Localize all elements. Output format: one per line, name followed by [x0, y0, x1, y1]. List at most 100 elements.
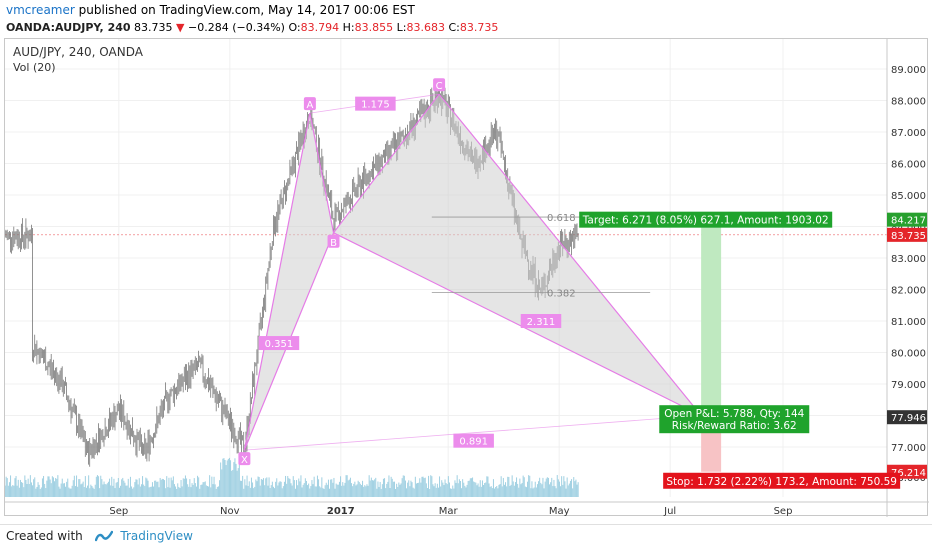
volume-bar: [203, 482, 205, 497]
volume-bar: [12, 485, 14, 497]
volume-bar: [35, 488, 37, 497]
volume-bar: [6, 478, 8, 497]
volume-bar: [360, 485, 362, 497]
volume-bar: [533, 487, 535, 497]
volume-bar: [465, 487, 467, 497]
volume-bar: [249, 487, 251, 497]
volume-bar: [254, 486, 256, 497]
volume-bar: [51, 476, 53, 497]
volume-bar: [118, 487, 120, 497]
volume-bar: [137, 484, 139, 497]
volume-bar: [529, 475, 531, 497]
volume-bar: [37, 482, 39, 497]
volume-bar: [530, 488, 532, 497]
volume-bar: [352, 486, 354, 497]
volume-bar: [226, 460, 228, 497]
volume-bar: [223, 458, 225, 497]
volume-bar: [159, 477, 161, 497]
volume-bar: [321, 477, 323, 497]
volume-bar: [232, 469, 234, 497]
volume-bar: [568, 483, 570, 497]
volume-bar: [436, 483, 438, 497]
close-label: C:: [448, 21, 460, 34]
volume-bar: [39, 488, 41, 497]
author-link[interactable]: vmcreamer: [6, 3, 75, 17]
volume-bar: [104, 484, 106, 497]
volume-bar: [556, 475, 558, 497]
y-tick-label: 88.000: [891, 97, 926, 108]
volume-bar: [477, 483, 479, 497]
volume-bar: [259, 485, 261, 497]
volume-bar: [555, 488, 557, 497]
volume-bar: [94, 484, 96, 497]
pattern-leg-bc: [333, 93, 440, 234]
volume-bar: [58, 486, 60, 497]
low-label: L:: [396, 21, 407, 34]
volume-bar: [17, 479, 19, 497]
fib-label: 0.382: [547, 289, 576, 300]
volume-bar: [545, 478, 547, 497]
volume-bar: [466, 484, 468, 497]
volume-bar: [256, 481, 258, 497]
volume-bar: [57, 475, 59, 497]
volume-bar: [577, 482, 579, 497]
volume-bar: [388, 475, 390, 497]
volume-bar: [55, 478, 57, 497]
volume-bar: [421, 476, 423, 497]
y-tick-label: 86.000: [891, 160, 926, 171]
y-tick-label: 80.000: [891, 349, 926, 360]
volume-bar: [569, 480, 571, 497]
volume-bar: [495, 486, 497, 497]
volume-bar: [329, 488, 331, 497]
pnl-label-text: Risk/Reward Ratio: 3.62: [672, 420, 797, 432]
volume-bar: [173, 484, 175, 497]
tradingview-brand-link[interactable]: TradingView: [120, 529, 193, 543]
volume-bar: [423, 478, 425, 497]
volume-bar: [411, 482, 413, 497]
stop-label-text: Stop: 1.732 (2.22%) 173.2, Amount: 750.5…: [666, 476, 897, 488]
volume-bar: [161, 478, 163, 497]
target-label-box: [579, 211, 833, 228]
volume-bar: [325, 482, 327, 497]
volume-bar: [341, 485, 343, 497]
volume-bar: [128, 487, 130, 497]
y-tick-label: 87.000: [891, 128, 926, 139]
volume-bar: [217, 486, 219, 497]
volume-bar: [69, 488, 71, 497]
volume-bar: [348, 479, 350, 497]
volume-bar: [227, 458, 229, 497]
volume-bar: [539, 477, 541, 497]
last-price: 83.735: [134, 21, 173, 34]
volume-bar: [481, 480, 483, 497]
volume-bar: [126, 485, 128, 497]
volume-bar: [572, 488, 574, 497]
volume-bar: [301, 487, 303, 497]
volume-bar: [442, 482, 444, 497]
volume-bar: [320, 487, 322, 497]
volume-bar: [445, 483, 447, 497]
volume-bar: [310, 486, 312, 497]
volume-bar: [265, 478, 267, 497]
volume-bar: [327, 479, 329, 497]
volume-bar: [418, 482, 420, 497]
volume-bar: [451, 488, 453, 497]
volume-bar: [454, 480, 456, 497]
volume-bar: [28, 483, 30, 497]
volume-bar: [384, 478, 386, 497]
volume-bar: [101, 479, 103, 497]
volume-bar: [431, 476, 433, 497]
volume-bar: [65, 486, 67, 497]
volume-bar: [433, 486, 435, 497]
low-value: 83.683: [406, 21, 445, 34]
volume-bar: [228, 457, 230, 497]
volume-bar: [422, 476, 424, 497]
volume-bar: [158, 487, 160, 497]
volume-bar: [424, 477, 426, 497]
volume-bar: [298, 478, 300, 497]
volume-bar: [79, 479, 81, 497]
volume-bar: [487, 476, 489, 497]
volume-bar: [536, 484, 538, 497]
volume-bar: [19, 479, 21, 497]
